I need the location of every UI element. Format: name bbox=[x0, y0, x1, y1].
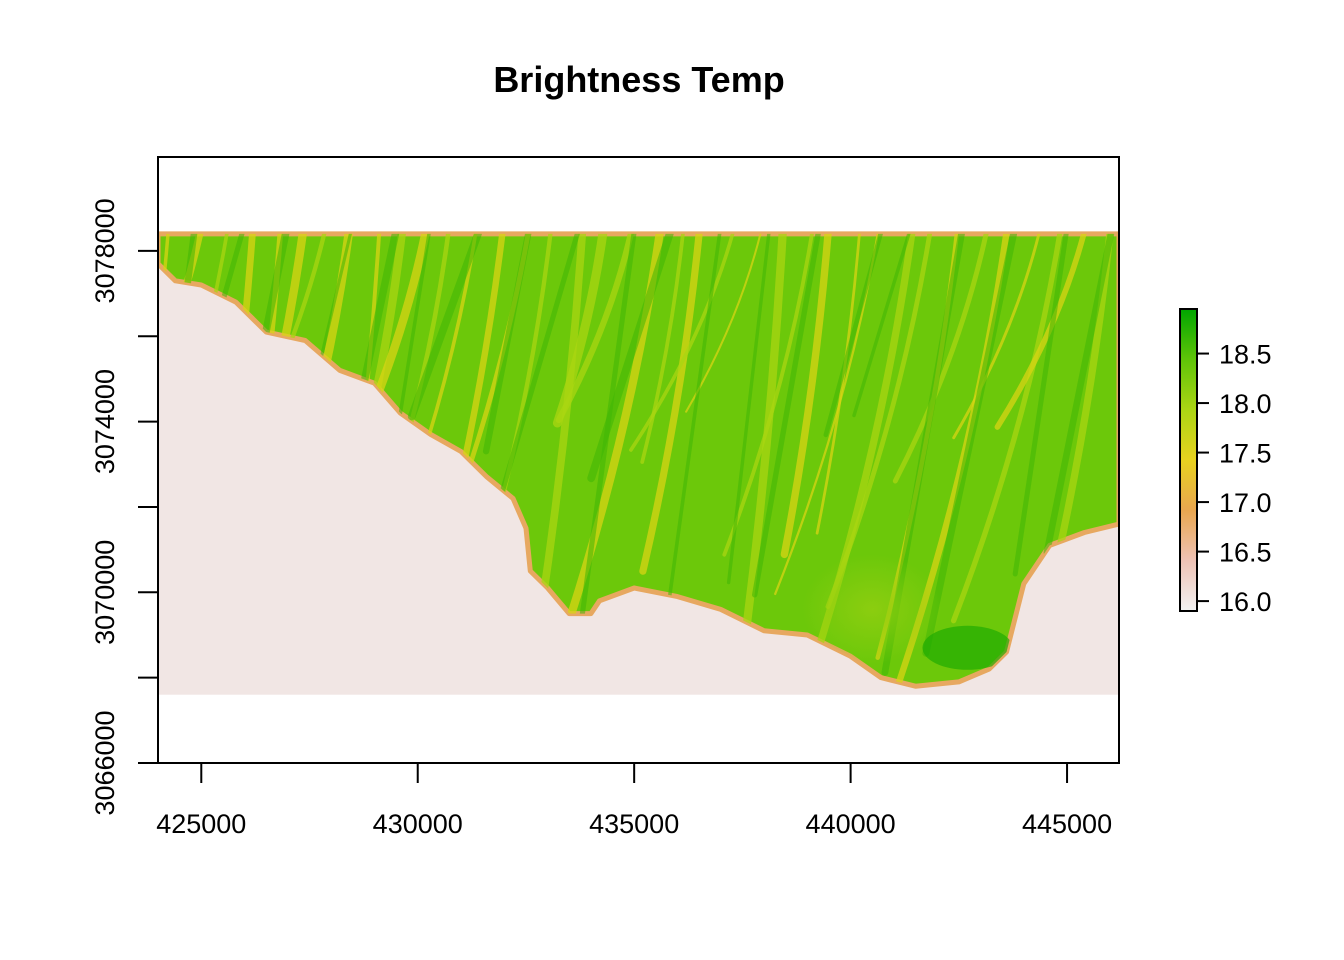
land-texture-stripe bbox=[825, 233, 933, 610]
legend-tick-label: 18.5 bbox=[1219, 340, 1272, 370]
land-texture-stripe bbox=[640, 233, 685, 464]
x-tick-label: 430000 bbox=[373, 809, 463, 839]
land-texture-stripe bbox=[555, 233, 634, 424]
land-texture-ridge bbox=[823, 233, 883, 438]
legend-colorbar bbox=[1179, 308, 1198, 612]
legend-tick-label: 16.5 bbox=[1219, 538, 1272, 568]
land-texture-ridge bbox=[587, 233, 674, 483]
land-texture-stripe bbox=[950, 233, 1063, 624]
x-tick-label: 435000 bbox=[589, 809, 679, 839]
x-tick-label: 440000 bbox=[806, 809, 896, 839]
land-texture-ridge bbox=[852, 233, 911, 418]
x-tick-label: 425000 bbox=[156, 809, 246, 839]
legend-tick-label: 17.0 bbox=[1219, 488, 1272, 518]
land-texture-ridge bbox=[482, 233, 532, 455]
legend: 16.0 16.5 17.0 17.5 18.0 18.5 bbox=[1179, 308, 1272, 617]
land-texture-stripe bbox=[629, 233, 735, 452]
land-texture-stripe bbox=[815, 233, 861, 535]
y-tick-label: 3066000 bbox=[90, 710, 120, 815]
chart-title: Brightness Temp bbox=[493, 59, 784, 100]
land-texture-ridge bbox=[407, 233, 482, 421]
land-texture-stripe bbox=[552, 233, 608, 428]
legend-tick-label: 18.0 bbox=[1219, 389, 1272, 419]
land-texture-stripe bbox=[780, 233, 832, 559]
y-tick-label: 3070000 bbox=[90, 540, 120, 645]
x-axis: 425000 430000 435000 440000 445000 bbox=[156, 762, 1112, 839]
legend-tick-label: 17.5 bbox=[1219, 439, 1272, 469]
y-axis: 3066000 3070000 3074000 3078000 bbox=[90, 198, 159, 816]
land-texture-stripe bbox=[639, 233, 703, 575]
land-texture-ridge bbox=[1043, 233, 1115, 556]
land-texture-stripe bbox=[952, 233, 1041, 440]
land-texture-dark bbox=[922, 625, 1013, 670]
legend-tick-label: 16.0 bbox=[1219, 587, 1272, 617]
y-tick-label: 3074000 bbox=[90, 369, 120, 474]
land-texture-urban bbox=[802, 554, 943, 665]
land-texture-ridge bbox=[751, 233, 821, 598]
land-texture-stripe bbox=[892, 233, 989, 484]
x-tick-label: 445000 bbox=[1022, 809, 1112, 839]
land-texture-ridge bbox=[726, 233, 771, 585]
land-texture-ridge bbox=[1012, 233, 1069, 577]
y-tick-label: 3078000 bbox=[90, 198, 120, 303]
land-texture-stripe bbox=[736, 233, 787, 674]
land-texture-stripe bbox=[722, 233, 814, 557]
plot-area bbox=[158, 231, 1119, 695]
land-texture-ridge bbox=[922, 233, 1018, 657]
